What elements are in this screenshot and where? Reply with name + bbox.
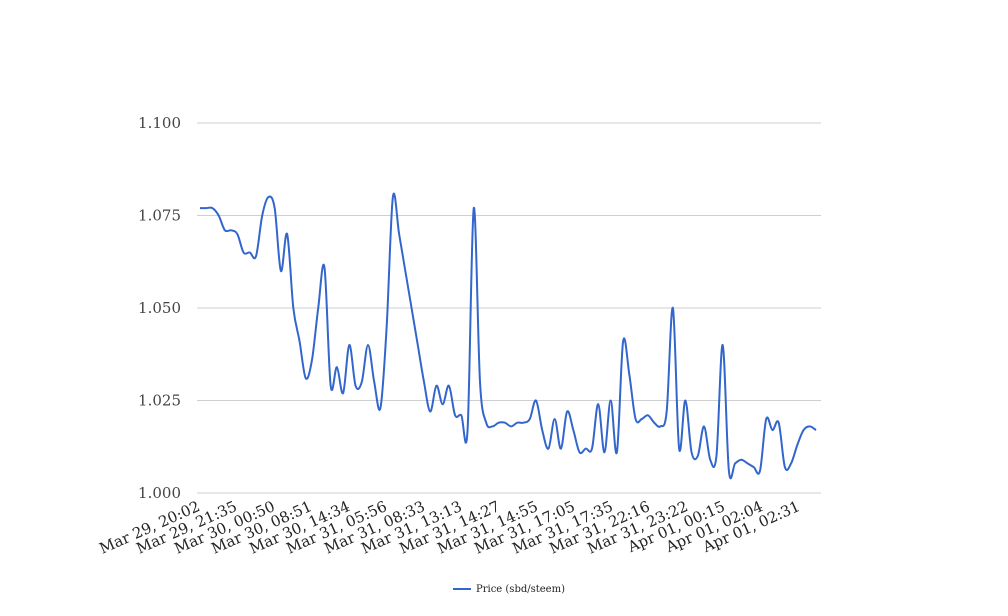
series-line [200,192,817,480]
y-axis-ticks: 1.000 1.025 1.050 1.075 1.100 [138,114,181,502]
gridlines [197,122,821,494]
y-tick-label: 1.025 [138,392,181,410]
series-layer [200,192,817,480]
y-tick-label: 1.100 [138,114,181,132]
legend-label: Price (sbd/steem) [476,584,565,595]
y-tick-label: 1.050 [138,299,181,317]
y-tick-label: 1.000 [138,484,181,502]
y-tick-label: 1.075 [138,207,181,225]
legend: Price (sbd/steem) [453,584,565,595]
